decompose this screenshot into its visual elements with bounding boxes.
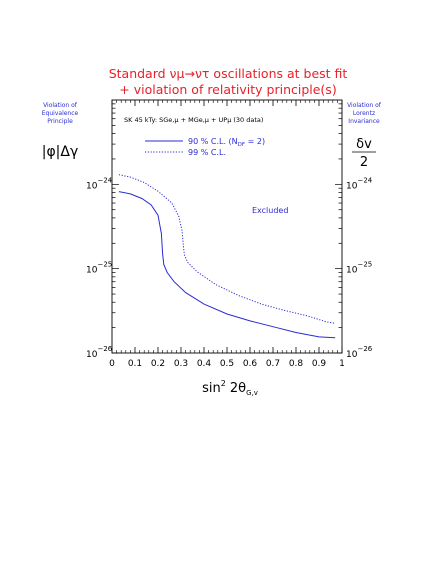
right-note-line2: Lorentz (353, 110, 375, 117)
x-tick-label: 0.2 (151, 359, 165, 369)
x-axis-label-theta: 2θ (226, 381, 246, 396)
right-note-line1: Violation of (347, 102, 382, 109)
y-tick-label-base: 10 (86, 266, 98, 276)
legend-label-90cl: 90 % C.L. (NDF = 2) (188, 137, 265, 148)
x-tick-label: 0.6 (243, 359, 258, 369)
x-tick-label: 1 (339, 359, 345, 369)
y-tick-label-right: 10−26 (346, 345, 373, 360)
y-tick-label-exponent: −25 (97, 261, 112, 269)
y-tick-label-right: 10−24 (346, 176, 373, 191)
legend-label-99cl: 99 % C.L. (188, 148, 226, 157)
x-tick-label: 0.9 (312, 359, 327, 369)
y-tick-label-exponent: −24 (97, 176, 112, 184)
chart-title-line2: + violation of relativity principle(s) (119, 82, 336, 97)
legend-label-90cl-main: 90 % C.L. (N (188, 137, 238, 146)
x-axis-label: sin2 2θG,v (202, 379, 258, 397)
y-tick-label-exponent: −26 (357, 345, 372, 353)
x-tick-label: 0.8 (289, 359, 304, 369)
series-line-99cl (118, 174, 336, 324)
left-axis-symbol: |φ|Δγ (42, 144, 79, 160)
right-axis-symbol-denominator: 2 (360, 155, 368, 170)
x-tick-label: 0.7 (266, 359, 280, 369)
x-tick-label: 0.4 (197, 359, 212, 369)
y-tick-label-base: 10 (86, 350, 98, 360)
y-tick-label-base: 10 (346, 181, 358, 191)
y-tick-label-left: 10−25 (86, 261, 112, 276)
y-tick-label-right: 10−25 (346, 261, 372, 276)
x-tick-label: 0.3 (174, 359, 188, 369)
left-note-line2: Equivalence (42, 110, 79, 117)
x-tick-label: 0.5 (220, 359, 234, 369)
x-axis-label-sub: G,v (246, 389, 258, 397)
curves-group (118, 174, 336, 339)
y-tick-label-exponent: −25 (357, 261, 372, 269)
y-tick-label-left: 10−26 (86, 345, 113, 360)
x-tick-label: 0.1 (128, 359, 142, 369)
y-tick-label-exponent: −24 (357, 176, 372, 184)
legend-label-90cl-sub: DF (238, 142, 245, 148)
y-tick-label-base: 10 (346, 266, 358, 276)
legend-label-90cl-tail: = 2) (245, 137, 265, 146)
excluded-region-label: Excluded (252, 206, 288, 215)
series-line-90cl (118, 191, 336, 339)
y-tick-label-exponent: −26 (97, 345, 112, 353)
left-note-line3: Principle (47, 118, 73, 125)
left-note-line1: Violation of (43, 102, 78, 109)
x-axis-label-sin: sin (202, 381, 221, 396)
y-tick-label-base: 10 (346, 350, 358, 360)
x-tick-label: 0 (109, 359, 115, 369)
ticks-group: 0 0.1 0.2 0.3 0.4 0.5 0.6 0.7 0.8 0.9 110−2410−241… (86, 100, 373, 369)
right-axis-symbol-numerator: δv (356, 137, 372, 152)
right-note-line3: Invariance (348, 118, 380, 125)
data-annotation: SK 45 kTy: SGe,μ + MGe,μ + UPμ (30 data) (124, 116, 263, 124)
y-tick-label-left: 10−24 (86, 176, 113, 191)
y-tick-label-base: 10 (86, 181, 98, 191)
chart-title-line1: Standard νμ→ντ oscillations at best fit (109, 66, 348, 81)
x-axis-label-sup: 2 (221, 379, 226, 388)
